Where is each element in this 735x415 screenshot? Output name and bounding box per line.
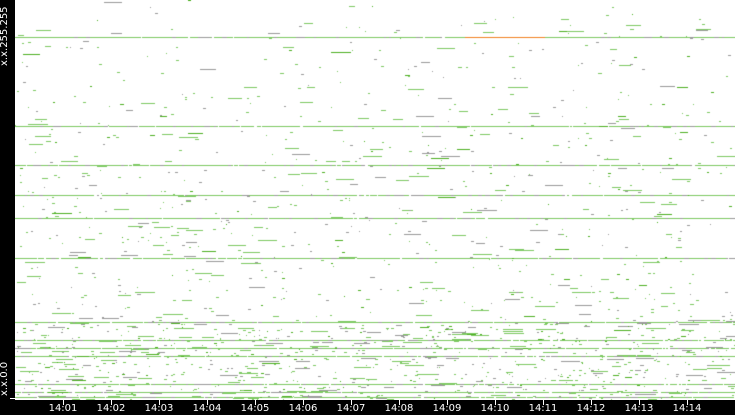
x-tick-label: 14:03 [144, 403, 174, 414]
x-tick [495, 400, 496, 405]
axis-marker [10, 398, 16, 399]
y-axis-top-label: x.x.255.255 [0, 6, 10, 66]
x-tick-label: 14:07 [336, 403, 366, 414]
x-tick [159, 400, 160, 405]
x-tick [543, 400, 544, 405]
x-tick [447, 400, 448, 405]
x-tick [687, 400, 688, 405]
x-tick [255, 400, 256, 405]
x-tick-label: 14:04 [192, 403, 222, 414]
x-tick [207, 400, 208, 405]
x-tick [63, 400, 64, 405]
plot-area [15, 0, 735, 400]
x-tick-label: 14:10 [480, 403, 510, 414]
x-tick-label: 14:09 [432, 403, 462, 414]
x-tick-label: 14:06 [288, 403, 318, 414]
x-tick-label: 14:05 [240, 403, 270, 414]
x-tick [303, 400, 304, 405]
x-tick-label: 14:12 [576, 403, 606, 414]
y-axis-bottom-label: x.x.0.0 [0, 361, 10, 396]
x-tick-label: 14:14 [672, 403, 702, 414]
x-tick [111, 400, 112, 405]
scatter-marks [15, 0, 735, 400]
x-tick [351, 400, 352, 405]
x-tick-label: 14:13 [624, 403, 654, 414]
x-tick-label: 14:11 [528, 403, 558, 414]
x-tick [591, 400, 592, 405]
x-tick-label: 14:08 [384, 403, 414, 414]
x-tick [399, 400, 400, 405]
x-tick [639, 400, 640, 405]
x-tick-label: 14:01 [48, 403, 78, 414]
x-tick-label: 14:02 [96, 403, 126, 414]
